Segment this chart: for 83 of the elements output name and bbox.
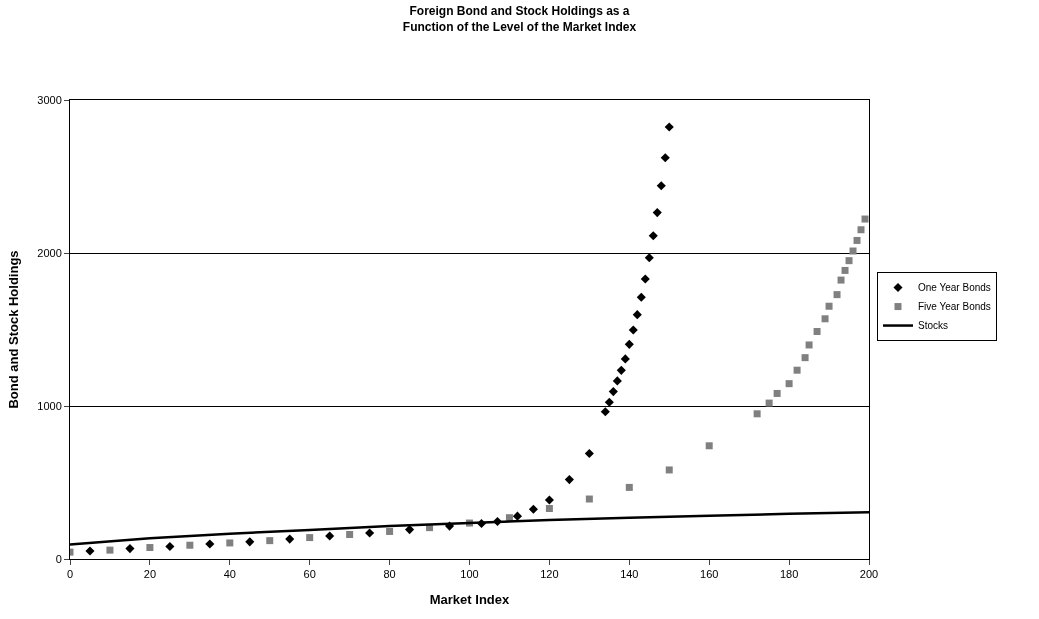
point [773, 389, 781, 397]
point [841, 266, 849, 274]
point [793, 366, 801, 374]
x-tick-label: 0 [66, 568, 74, 581]
x-tick-label: 40 [223, 568, 236, 581]
point [620, 354, 630, 364]
y-tick-label: 2000 [37, 246, 62, 259]
x-tick-label: 140 [620, 568, 639, 581]
point [821, 315, 829, 323]
point [845, 257, 853, 265]
y-tick-label: 3000 [37, 93, 62, 106]
point [346, 531, 354, 539]
point [665, 466, 673, 474]
point [545, 505, 553, 513]
point [825, 302, 833, 310]
point [765, 399, 773, 407]
point [857, 226, 865, 234]
x-tick-label: 60 [303, 568, 316, 581]
point [805, 341, 813, 349]
point [632, 310, 642, 320]
point [837, 276, 845, 284]
point [585, 495, 593, 503]
point [405, 525, 415, 535]
point [801, 354, 809, 362]
point [705, 442, 713, 450]
point [608, 387, 618, 397]
point [600, 407, 610, 417]
y-axis-title: Bond and Stock Holdings [6, 250, 22, 409]
point [125, 544, 135, 554]
point [386, 527, 394, 535]
point [226, 539, 234, 547]
point [512, 511, 522, 521]
point [544, 495, 554, 505]
point [853, 236, 861, 244]
point [604, 397, 614, 407]
legend-label: Stocks [917, 320, 949, 332]
point [652, 208, 662, 218]
point [753, 410, 761, 418]
point [861, 215, 869, 223]
point [285, 534, 295, 544]
point [648, 231, 658, 241]
point [266, 537, 274, 545]
point [564, 475, 574, 485]
legend-label: One Year Bonds [917, 282, 991, 294]
point [644, 253, 654, 263]
point [205, 539, 215, 549]
point [612, 376, 622, 386]
x-tick-label: 180 [779, 568, 799, 581]
point [616, 365, 626, 375]
x-axis-title: Market Index [429, 591, 510, 607]
point [785, 380, 793, 388]
point [106, 546, 114, 554]
point [85, 546, 95, 556]
point [245, 537, 255, 547]
point [306, 534, 314, 542]
point [636, 292, 646, 302]
point [833, 291, 841, 299]
point [656, 181, 666, 191]
point [584, 448, 594, 458]
legend-label: Five Year Bonds [917, 301, 991, 313]
x-tick-label: 120 [540, 568, 559, 581]
point [325, 531, 335, 541]
point [628, 325, 638, 335]
point [660, 153, 670, 163]
x-tick-label: 100 [460, 568, 479, 581]
point [813, 327, 821, 335]
point [849, 247, 857, 255]
y-tick-label: 1000 [37, 399, 62, 412]
point [624, 339, 634, 349]
point [664, 122, 674, 132]
point [186, 541, 194, 549]
y-tick-label: 0 [55, 552, 62, 565]
point [146, 544, 154, 552]
point [625, 483, 633, 491]
point [165, 541, 175, 551]
point [365, 528, 375, 538]
x-tick-label: 200 [859, 568, 879, 581]
point [528, 504, 538, 514]
x-tick-label: 160 [700, 568, 719, 581]
x-tick-label: 20 [143, 568, 157, 581]
point [640, 274, 650, 284]
x-tick-label: 80 [383, 568, 396, 581]
chart-title: Foreign Bond and Stock Holdings as a Function of the Level of the Market Index [402, 4, 637, 35]
